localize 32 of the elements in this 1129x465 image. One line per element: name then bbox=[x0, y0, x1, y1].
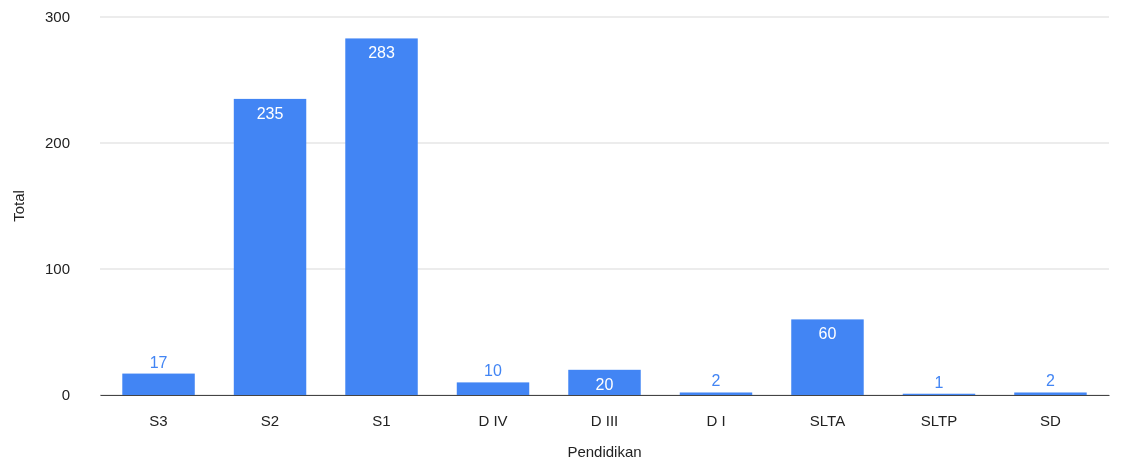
x-tick-label: D IV bbox=[478, 411, 508, 429]
x-tick-label: S2 bbox=[260, 411, 280, 429]
x-tick-label: D I bbox=[706, 411, 726, 429]
y-tick-label: 100 bbox=[44, 260, 70, 278]
x-tick-label: SLTP bbox=[920, 411, 958, 429]
bar bbox=[568, 369, 641, 395]
bar bbox=[233, 98, 307, 395]
bar bbox=[345, 38, 418, 395]
y-tick-label: 0 bbox=[61, 386, 70, 404]
bar bbox=[456, 382, 530, 395]
data-label: 283 bbox=[368, 44, 395, 62]
data-label: 60 bbox=[818, 325, 837, 343]
data-label: 10 bbox=[484, 362, 503, 380]
x-tick-label: SD bbox=[1040, 411, 1062, 429]
x-axis-title: Pendidikan bbox=[567, 443, 642, 460]
bar bbox=[791, 319, 864, 395]
data-label: 2 bbox=[1046, 372, 1056, 390]
bar bbox=[1014, 392, 1087, 395]
data-label: 2 bbox=[711, 372, 721, 390]
bar bbox=[122, 373, 195, 395]
x-tick-label: SLTA bbox=[809, 411, 846, 429]
data-label: 235 bbox=[256, 104, 284, 122]
x-tick-label: D III bbox=[590, 411, 619, 429]
bar bbox=[679, 392, 753, 395]
data-label: 17 bbox=[149, 353, 168, 371]
x-tick-label: S1 bbox=[372, 411, 391, 429]
y-axis-title: Total bbox=[10, 190, 27, 222]
data-label: 20 bbox=[595, 375, 614, 393]
y-tick-label: 300 bbox=[44, 8, 70, 26]
data-label: 1 bbox=[934, 373, 944, 391]
x-tick-label: S3 bbox=[149, 411, 168, 429]
y-tick-label: 200 bbox=[44, 134, 70, 152]
